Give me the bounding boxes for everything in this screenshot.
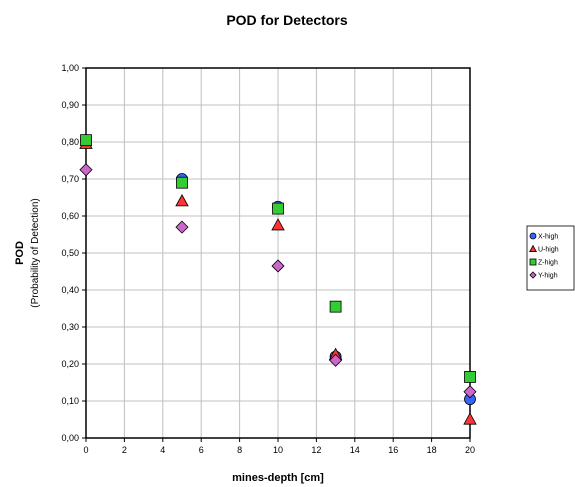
legend-marker bbox=[529, 258, 537, 266]
x-tick-label: 8 bbox=[237, 445, 242, 455]
x-tick-label: 10 bbox=[273, 445, 283, 455]
legend: X-high U-high Z-high Y-high bbox=[526, 225, 575, 291]
chart-title: POD for Detectors bbox=[226, 12, 348, 28]
y-tick-label: 0,00 bbox=[61, 433, 79, 443]
legend-marker bbox=[529, 271, 537, 279]
y-tick-label: 0,80 bbox=[61, 137, 79, 147]
data-point bbox=[463, 412, 477, 425]
y-tick-label: 0,20 bbox=[61, 359, 79, 369]
axis-ticks: 0 2 4 6 8 10 12 14 16 18 20 0,00 0,10 0,20 0,30 0,40 0,5… bbox=[61, 63, 475, 455]
x-tick-label: 20 bbox=[465, 445, 475, 455]
data-point bbox=[175, 194, 189, 207]
series-y-high bbox=[79, 163, 477, 399]
y-tick-label: 0,10 bbox=[61, 396, 79, 406]
y-tick-label: 0,40 bbox=[61, 285, 79, 295]
y-tick-label: 0,30 bbox=[61, 322, 79, 332]
data-point bbox=[272, 202, 284, 215]
data-point bbox=[80, 134, 92, 147]
data-point bbox=[79, 163, 93, 177]
x-axis-label: mines-depth [cm] bbox=[232, 472, 324, 484]
data-point bbox=[175, 220, 189, 234]
legend-label: X-high bbox=[538, 234, 558, 241]
legend-label: Z-high bbox=[538, 260, 558, 267]
data-points bbox=[79, 134, 477, 425]
data-point bbox=[271, 259, 285, 273]
data-point bbox=[329, 353, 343, 367]
y-tick-label: 0,90 bbox=[61, 100, 79, 110]
grid-lines bbox=[86, 68, 470, 438]
data-point bbox=[176, 176, 188, 189]
x-tick-label: 16 bbox=[388, 445, 398, 455]
x-tick-label: 2 bbox=[122, 445, 127, 455]
data-point bbox=[464, 371, 476, 383]
series-u-high bbox=[79, 136, 477, 425]
data-point bbox=[329, 300, 342, 313]
legend-marker bbox=[529, 232, 537, 240]
y-tick-label: 1,00 bbox=[61, 63, 79, 73]
y-tick-label: 0,60 bbox=[61, 211, 79, 221]
x-tick-label: 0 bbox=[83, 445, 88, 455]
x-tick-label: 12 bbox=[311, 445, 321, 455]
x-tick-label: 18 bbox=[427, 445, 437, 455]
y-axis-label: POD bbox=[14, 241, 26, 265]
y-axis-sublabel: (Probability of Detection) bbox=[30, 198, 41, 308]
x-tick-label: 4 bbox=[160, 445, 165, 455]
legend-marker bbox=[529, 244, 537, 252]
legend-label: U-high bbox=[538, 247, 559, 254]
y-tick-label: 0,70 bbox=[61, 174, 79, 184]
series-z-high bbox=[80, 134, 476, 383]
legend-label: Y-high bbox=[538, 273, 558, 280]
x-tick-label: 14 bbox=[350, 445, 360, 455]
y-tick-label: 0,50 bbox=[61, 248, 79, 258]
data-point bbox=[271, 218, 285, 231]
data-point bbox=[463, 385, 477, 399]
x-tick-label: 6 bbox=[199, 445, 204, 455]
